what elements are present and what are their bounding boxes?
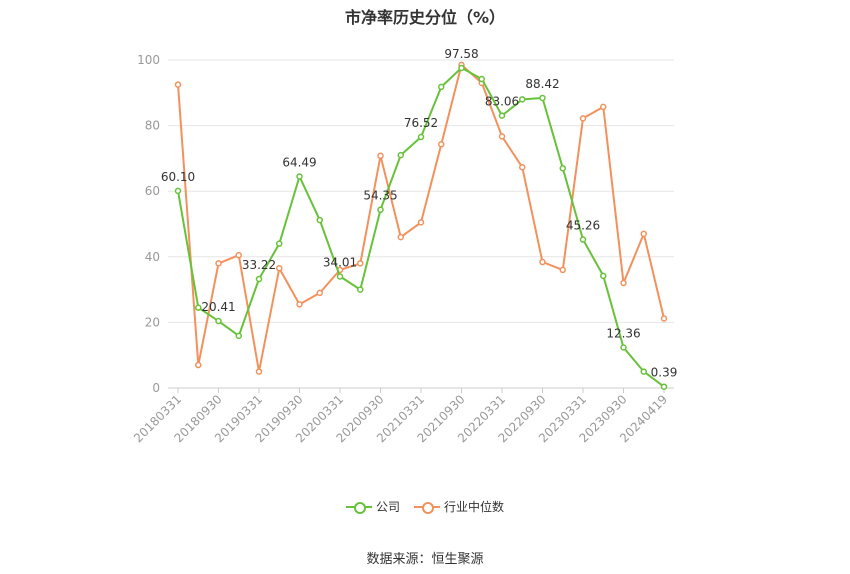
data-point-s0-18 [539,94,546,102]
data-label-16: 83.06 [485,95,519,109]
data-point-s0-3 [235,332,242,340]
data-label-18: 88.42 [525,77,559,91]
data-point-s1-2 [215,260,222,267]
data-point-s1-24 [660,315,668,322]
legend-label-company: 公司 [375,500,400,514]
data-label-10: 54.35 [363,189,397,203]
data-point-s1-21 [600,103,607,111]
data-point-s0-9 [357,286,364,293]
data-point-s1-0 [174,81,182,88]
data-label-12: 76.52 [404,116,438,130]
data-point-s0-0 [174,187,182,195]
data-point-s0-13 [438,83,445,91]
data-point-s0-2 [215,317,222,325]
data-point-s1-19 [559,266,566,274]
data-point-s0-20 [579,236,587,243]
chart-title: 市净率历史分位（%） [344,8,506,27]
data-point-s0-15 [478,75,485,83]
data-point-s1-11 [397,233,404,241]
legend: 公司 行业中位数 [0,498,850,515]
grid-layer [168,59,674,323]
data-point-s1-4 [255,368,263,375]
data-point-s0-17 [519,96,526,103]
y-tick-label-20: 20 [145,315,160,329]
label-layer: 60.10 20.41 33.22 64.49 34.01 54.35 76.52 97.58… [161,47,678,380]
data-point-s1-7 [316,289,323,297]
legend-swatch-company [345,501,372,514]
data-point-s1-12 [417,219,425,226]
data-label-22: 12.36 [606,326,640,340]
data-point-s0-12 [417,133,425,141]
data-point-s0-11 [397,151,404,159]
data-point-s1-17 [519,164,526,171]
data-point-s1-20 [579,115,587,122]
data-point-s1-13 [438,141,445,148]
data-label-8: 34.01 [323,255,357,269]
legend-swatch-industry [414,501,440,514]
data-point-s0-24 [660,383,668,390]
data-point-s0-7 [316,216,323,224]
data-point-s0-14 [458,64,465,72]
data-point-s1-5 [276,265,283,272]
legend-label-industry: 行业中位数 [444,500,505,514]
data-source-note: 数据来源：恒生聚源 [366,552,484,567]
legend-item-company[interactable]: 公司 [345,498,400,515]
y-tick-label-100: 100 [137,53,160,67]
series-layer [174,61,668,390]
data-point-s0-23 [640,368,647,375]
data-point-s1-18 [539,258,546,266]
data-point-s1-1 [195,361,202,369]
data-point-s0-5 [276,240,283,247]
y-tick-label-80: 80 [145,119,160,133]
data-point-s1-23 [640,230,647,238]
data-point-s1-6 [296,301,303,308]
data-point-s0-22 [620,344,627,351]
legend-item-industry[interactable]: 行业中位数 [414,498,504,515]
data-label-0: 60.10 [161,170,195,184]
data-point-s0-10 [377,206,384,213]
data-point-s0-8 [336,273,344,280]
y-tick-label-60: 60 [145,184,160,198]
y-tick-label-40: 40 [145,250,160,264]
data-label-20: 45.26 [566,219,600,233]
data-point-s0-19 [559,164,566,172]
data-label-24: 0.39 [651,366,678,380]
data-label-2: 20.41 [201,300,235,314]
data-point-s1-9 [357,260,364,267]
data-point-s0-4 [255,275,263,283]
data-point-s0-6 [296,173,303,180]
data-label-6: 64.49 [282,155,316,169]
data-point-s0-21 [600,272,607,280]
data-point-s1-10 [377,152,384,160]
data-point-s1-22 [620,279,627,287]
data-label-14: 97.58 [444,47,478,61]
data-point-s0-1 [195,304,202,311]
data-point-s0-16 [498,112,506,119]
data-point-s1-3 [235,251,242,259]
data-point-s1-16 [498,133,506,140]
y-tick-label-0: 0 [152,381,160,395]
data-label-4: 33.22 [242,258,276,272]
